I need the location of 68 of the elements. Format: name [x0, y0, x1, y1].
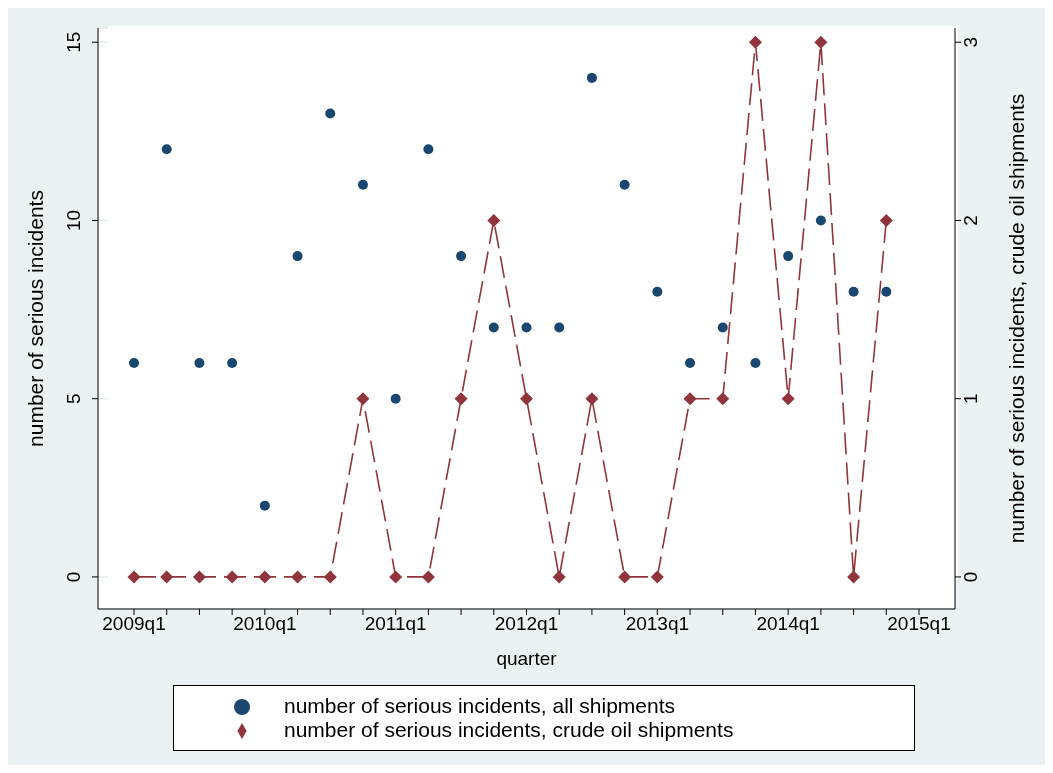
point: [291, 570, 305, 584]
point: [815, 215, 826, 226]
point: [192, 570, 206, 584]
point: [585, 392, 599, 406]
point: [847, 570, 861, 584]
point: [650, 570, 664, 584]
point: [127, 570, 141, 584]
point: [619, 179, 630, 190]
y2-tick-label: 1: [960, 393, 981, 404]
point: [881, 286, 892, 297]
point: [748, 35, 762, 49]
y-tick-label: 0: [63, 571, 84, 583]
point: [356, 392, 370, 406]
y2-tick-label: 2: [960, 215, 981, 226]
y2-tick-label: 3: [960, 36, 981, 48]
point: [292, 251, 303, 262]
x-axis-title: quarter: [496, 648, 558, 669]
point: [227, 358, 238, 369]
point: [520, 392, 533, 406]
point: [421, 570, 435, 584]
point: [129, 358, 139, 369]
point: [323, 570, 337, 584]
point: [521, 322, 532, 333]
point: [194, 358, 205, 369]
y-tick-label: 5: [63, 393, 84, 404]
point: [552, 570, 566, 584]
point: [783, 251, 794, 262]
y2-tick-label: 0: [960, 571, 981, 583]
point: [357, 179, 368, 190]
x-tick-label: 2009q1: [102, 613, 166, 635]
y-tick-label: 15: [63, 31, 84, 53]
legend-label: number of serious incidents, crude oil shipments: [284, 718, 734, 741]
x-tick-label: 2015q1: [887, 613, 951, 635]
point: [685, 358, 696, 369]
point: [618, 570, 632, 584]
point: [488, 322, 499, 333]
point: [259, 500, 270, 511]
x-tick-label: 2014q1: [756, 613, 820, 635]
x-tick-label: 2012q1: [494, 613, 559, 635]
y-tick-label: 10: [63, 209, 84, 232]
point: [554, 322, 565, 333]
x-tick-label: 2010q1: [233, 613, 297, 635]
point: [586, 72, 597, 83]
point: [652, 286, 663, 297]
point: [487, 213, 501, 227]
legend-label: number of serious incidents, all shipments: [284, 694, 676, 717]
point: [456, 251, 467, 262]
point: [750, 358, 761, 369]
point: [225, 570, 239, 584]
point: [390, 393, 401, 404]
point: [683, 392, 697, 406]
point: [781, 392, 795, 406]
point: [454, 392, 468, 406]
point: [717, 322, 728, 333]
y2-axis-title: number of serious incidents, crude oil shipments: [1005, 93, 1029, 544]
point: [879, 213, 893, 227]
point: [814, 35, 828, 49]
y-axis-title: number of serious incidents: [24, 190, 48, 447]
x-tick-label: 2013q1: [625, 613, 690, 635]
point: [716, 392, 730, 406]
point: [848, 286, 859, 297]
point: [325, 108, 336, 119]
point: [423, 144, 434, 155]
x-tick-label: 2011q1: [364, 613, 427, 635]
point: [161, 144, 172, 155]
point: [389, 570, 403, 584]
point: [160, 570, 174, 584]
point: [258, 570, 272, 584]
